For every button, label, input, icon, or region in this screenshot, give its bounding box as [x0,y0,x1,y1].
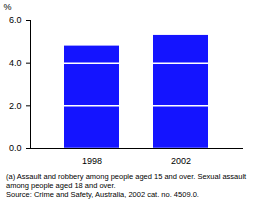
html-text:Source: Crime and Safety, Aust: Source: Crime and Safety, Australia, 200… [6,190,199,199]
svg-text:1998: 1998 [82,156,102,166]
svg-text:4.0: 4.0 [9,58,22,68]
svg-text:%: % [4,2,12,12]
svg-text:6.0: 6.0 [9,15,22,25]
svg-text:0.0: 0.0 [9,143,22,153]
svg-text:2002: 2002 [171,156,191,166]
svg-text:2.0: 2.0 [9,101,22,111]
html-text:(a) Assault and robbery among: (a) Assault and robbery among people age… [6,172,247,190]
